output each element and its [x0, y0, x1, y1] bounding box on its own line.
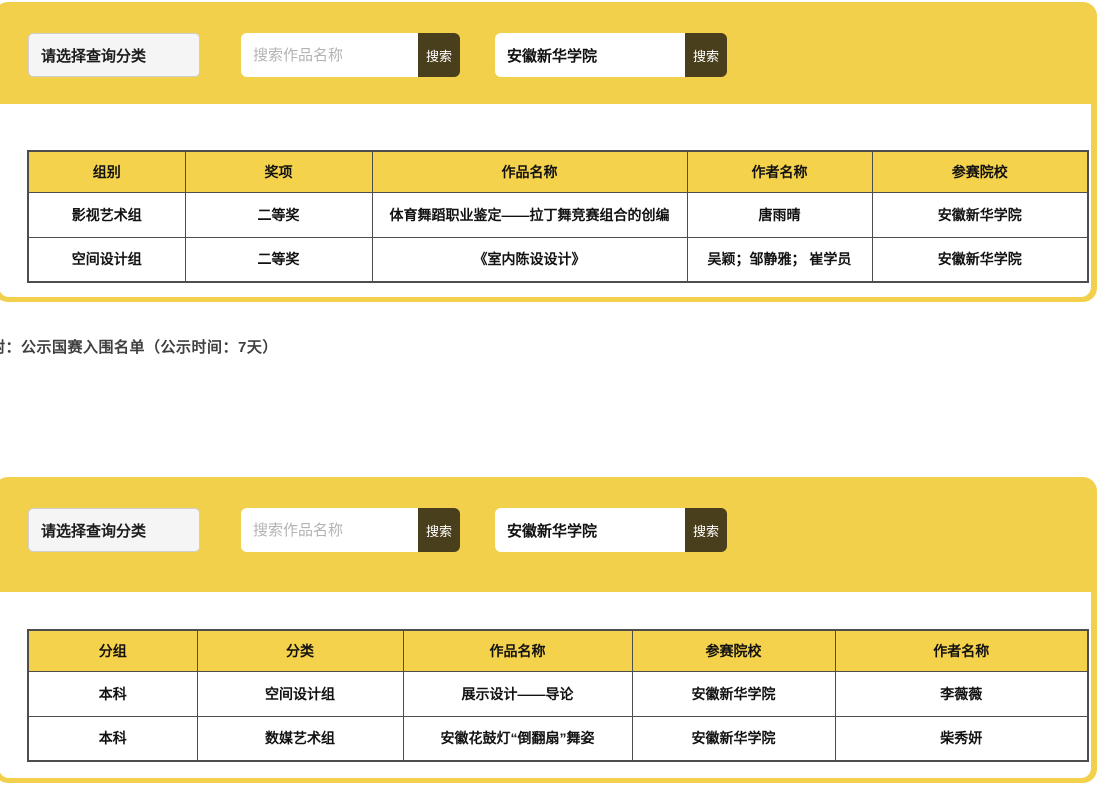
cell-work-name: 展示设计——导论: [402, 670, 633, 717]
cell-work-name: 体育舞蹈职业鉴定——拉丁舞竞赛组合的创编: [371, 191, 688, 238]
header-cell-group: 分组: [27, 629, 198, 672]
cell-author: 唐雨晴: [686, 191, 873, 238]
finalists-table: 分组 分类 作品名称 参赛院校 作者名称 本科 空间设计组 展示设计——导论 安…: [27, 629, 1089, 762]
cell-group: 空间设计组: [27, 236, 186, 283]
table-row: 影视艺术组 二等奖 体育舞蹈职业鉴定——拉丁舞竞赛组合的创编 唐雨晴 安徽新华学…: [27, 191, 1089, 238]
table-row: 空间设计组 二等奖 《室内陈设设计》 吴颖；邹静雅； 崔学员 安徽新华学院: [27, 236, 1089, 283]
school-name-input[interactable]: [495, 508, 685, 552]
category-select-value: 请选择查询分类: [41, 47, 147, 65]
table-row: 本科 数媒艺术组 安徽花鼓灯“倒翻扇”舞姿 安徽新华学院 柴秀妍: [27, 715, 1089, 762]
cell-school: 安徽新华学院: [631, 715, 836, 762]
school-search-button[interactable]: 搜索: [685, 33, 727, 77]
work-name-input[interactable]: [241, 33, 418, 77]
cell-work-name: 《室内陈设设计》: [371, 236, 688, 283]
school-search-group: 搜索: [495, 508, 727, 552]
header-cell-school: 参赛院校: [631, 629, 836, 672]
finalists-query-panel: 请选择查询分类 搜索 搜索 分组 分类 作品名称 参赛院校 作者名称 本科: [0, 477, 1097, 783]
cell-category: 数媒艺术组: [196, 715, 404, 762]
cell-school: 安徽新华学院: [631, 670, 836, 717]
category-select-value: 请选择查询分类: [41, 522, 147, 540]
work-name-input[interactable]: [241, 508, 418, 552]
header-cell-award: 奖项: [184, 150, 373, 193]
cell-award: 二等奖: [184, 191, 373, 238]
national-finalists-note: 附：公示国赛入围名单（公示时间：7天）: [0, 339, 278, 356]
cell-work-name: 安徽花鼓灯“倒翻扇”舞姿: [402, 715, 633, 762]
cell-group: 影视艺术组: [27, 191, 186, 238]
cell-school: 安徽新华学院: [871, 236, 1089, 283]
cell-category: 空间设计组: [196, 670, 404, 717]
header-cell-group: 组别: [27, 150, 186, 193]
table-row: 本科 空间设计组 展示设计——导论 安徽新华学院 李薇薇: [27, 670, 1089, 717]
header-cell-author: 作者名称: [834, 629, 1089, 672]
cell-group: 本科: [27, 670, 198, 717]
category-select[interactable]: 请选择查询分类: [28, 33, 200, 77]
school-search-button[interactable]: 搜索: [685, 508, 727, 552]
cell-author: 吴颖；邹静雅； 崔学员: [686, 236, 873, 283]
finalists-table-header-row: 分组 分类 作品名称 参赛院校 作者名称: [27, 629, 1089, 672]
school-search-group: 搜索: [495, 33, 727, 77]
cell-award: 二等奖: [184, 236, 373, 283]
work-search-group: 搜索: [241, 33, 460, 77]
awards-table: 组别 奖项 作品名称 作者名称 参赛院校 影视艺术组 二等奖 体育舞蹈职业鉴定—…: [27, 150, 1089, 283]
awards-query-panel: 请选择查询分类 搜索 搜索 组别 奖项 作品名称 作者名称 参赛院校 影视艺术组: [0, 2, 1097, 302]
work-search-group: 搜索: [241, 508, 460, 552]
header-cell-category: 分类: [196, 629, 404, 672]
finalists-filter-row: 请选择查询分类 搜索 搜索: [28, 508, 727, 552]
cell-school: 安徽新华学院: [871, 191, 1089, 238]
cell-group: 本科: [27, 715, 198, 762]
header-cell-school: 参赛院校: [871, 150, 1089, 193]
awards-filter-row: 请选择查询分类 搜索 搜索: [28, 33, 727, 77]
school-name-input[interactable]: [495, 33, 685, 77]
work-search-button[interactable]: 搜索: [418, 508, 460, 552]
header-cell-work-name: 作品名称: [402, 629, 633, 672]
header-cell-author: 作者名称: [686, 150, 873, 193]
header-cell-work-name: 作品名称: [371, 150, 688, 193]
work-search-button[interactable]: 搜索: [418, 33, 460, 77]
awards-table-header-row: 组别 奖项 作品名称 作者名称 参赛院校: [27, 150, 1089, 193]
category-select[interactable]: 请选择查询分类: [28, 508, 200, 552]
cell-author: 柴秀妍: [834, 715, 1089, 762]
cell-author: 李薇薇: [834, 670, 1089, 717]
